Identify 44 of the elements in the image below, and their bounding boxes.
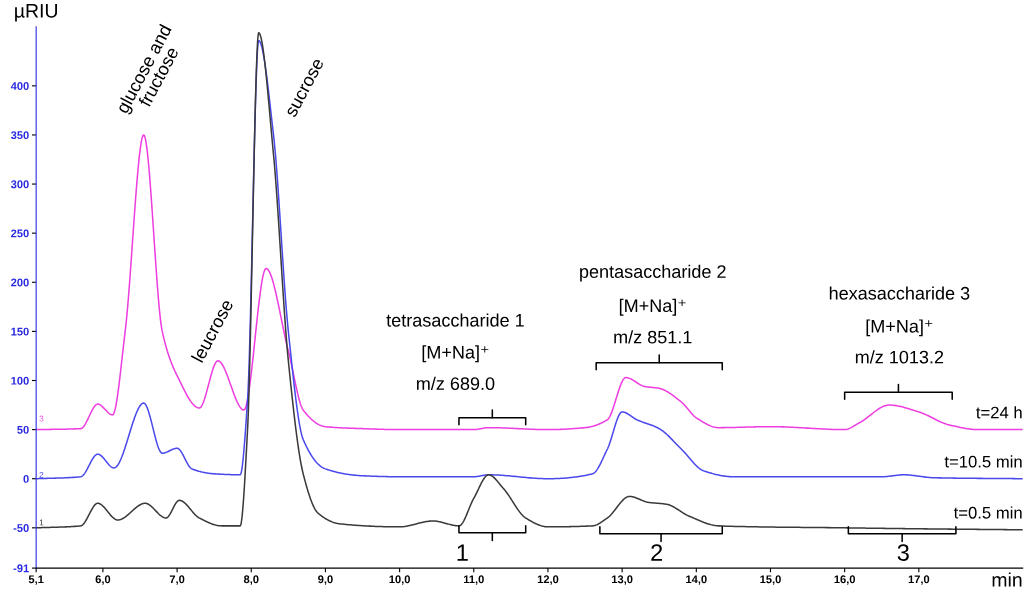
y-tick-label: 350 (10, 131, 29, 140)
x-tick-label: 11,0 (463, 575, 484, 585)
x-tick-label: 13,0 (612, 575, 633, 585)
annotation: pentasaccharide 2 (580, 264, 726, 282)
y-tick-label: 250 (11, 229, 29, 238)
x-tick-label: 6,0 (95, 575, 111, 585)
x-tick-label: 14,0 (686, 575, 707, 585)
annotation: 2 (39, 471, 44, 478)
annotation: 2 (651, 544, 663, 561)
annotation: 3 (39, 415, 44, 422)
y-tick-label: 400 (10, 82, 29, 90)
y-tick-label: 0 (23, 474, 29, 483)
x-tick-label: 12,0 (537, 575, 559, 585)
x-tick-label: 8,0 (243, 575, 259, 585)
y-tick-label: 150 (11, 327, 29, 336)
y-tick-label: -50 (13, 524, 29, 532)
annotation: m/z 689.0 (416, 376, 495, 391)
annotation: hexasaccharide 3 (829, 286, 970, 300)
series-label: t=0.5 min (953, 506, 1022, 519)
annotation: m/z 1013.2 (855, 350, 944, 364)
annotation: tetrasaccharide 1 (386, 313, 524, 327)
y-tick-label: 100 (11, 376, 29, 385)
x-tick-label: 9,0 (318, 575, 333, 585)
series-label: t=10.5 min (944, 455, 1022, 468)
x-tick-label: 15,0 (760, 575, 781, 585)
annotation: 1 (457, 544, 468, 561)
x-tick-label: 16,0 (834, 575, 856, 585)
annotation: 1 (39, 519, 44, 526)
series-label: t=24 h (976, 406, 1022, 419)
annotation: [M+Na]⁺ (619, 298, 686, 316)
x-tick-label: 17,0 (908, 575, 930, 585)
annotation: 3 (897, 544, 909, 561)
annotation: [M+Na]⁺ (422, 345, 489, 363)
y-tick-label: 300 (10, 180, 29, 189)
annotation: m/z 851.1 (614, 330, 692, 344)
x-tick-label: 5,1 (28, 575, 44, 585)
x-axis-title: min (992, 572, 1022, 587)
x-tick-label: 10,0 (389, 575, 410, 585)
y-tick-label: 50 (17, 425, 29, 434)
y-axis-title: µRIU (15, 4, 57, 22)
y-tick-label: 200 (11, 278, 29, 287)
y-tick-label: -91 (13, 564, 29, 573)
annotation: [M+Na]⁺ (866, 319, 933, 337)
x-tick-label: 7,0 (169, 575, 185, 585)
